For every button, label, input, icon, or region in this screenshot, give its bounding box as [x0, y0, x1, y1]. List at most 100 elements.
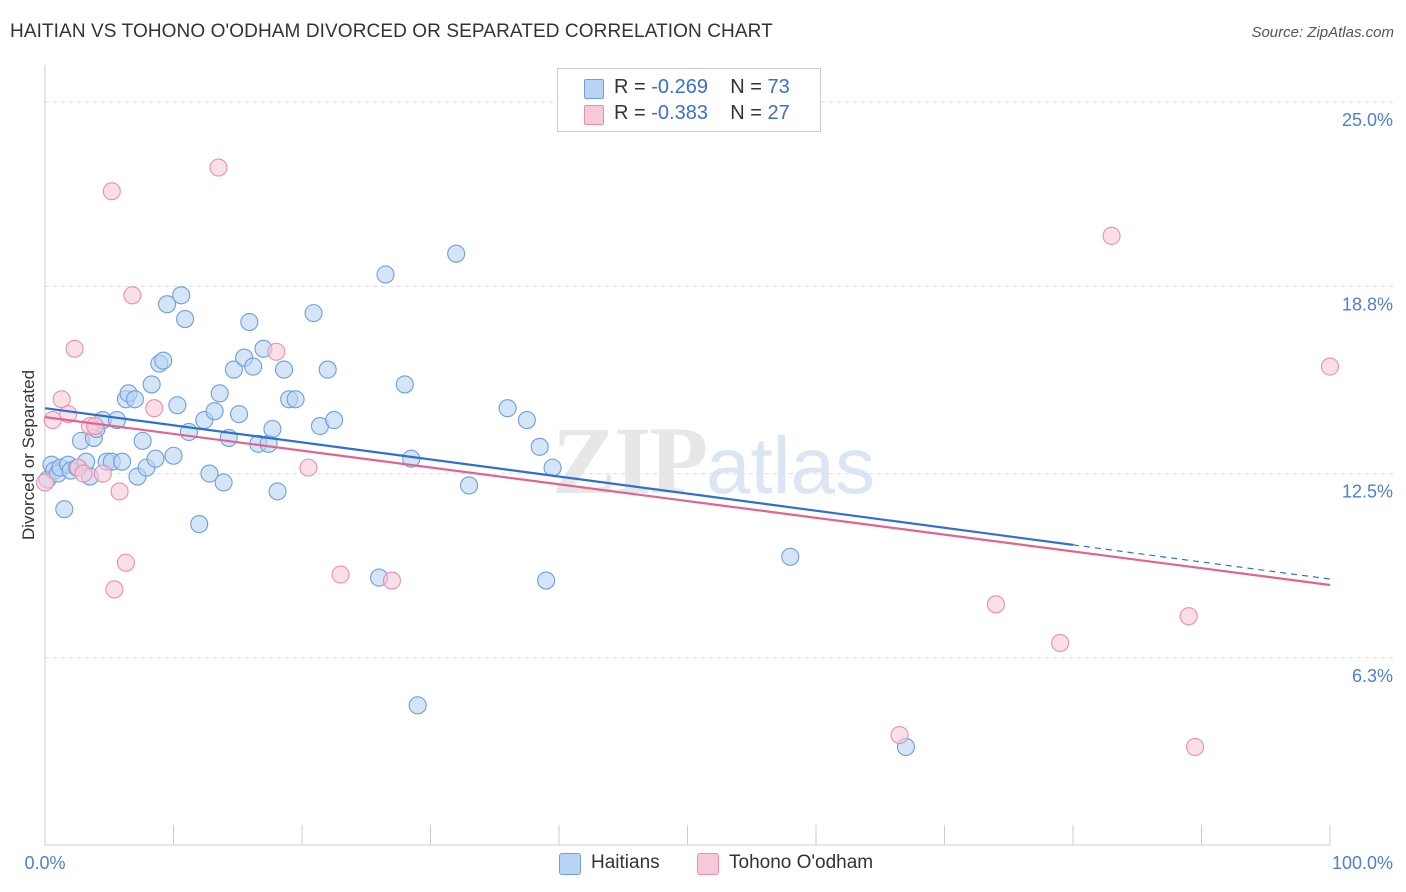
legend-r-value-tohono: -0.383 [651, 102, 708, 124]
data-point [209, 158, 228, 177]
grid-lines [45, 101, 1395, 659]
legend-swatch-tohono [584, 105, 604, 125]
haitians-trend-line [44, 407, 1074, 546]
data-point [190, 515, 209, 534]
legend-swatch-haitians [584, 79, 604, 99]
legend-n-value-haitians: 73 [767, 76, 790, 98]
trend-lines [44, 407, 1331, 587]
data-point [176, 310, 195, 329]
data-point [781, 547, 800, 566]
data-point [890, 726, 909, 745]
data-point [447, 244, 466, 263]
data-point [74, 464, 93, 483]
data-point [459, 476, 479, 495]
data-point [382, 571, 402, 590]
data-point [86, 416, 105, 436]
y-tick-label: 6.3% [1352, 666, 1393, 686]
series-swatch-tohono [697, 853, 719, 875]
data-point [229, 405, 249, 424]
legend-n-label: N = [730, 102, 768, 124]
data-point [164, 446, 183, 465]
data-point [133, 431, 152, 450]
data-point [318, 360, 337, 379]
watermark: ZIPatlas [552, 405, 875, 516]
data-point [210, 384, 229, 403]
data-point [376, 265, 395, 284]
data-point [145, 399, 164, 418]
data-point [158, 295, 177, 314]
data-point [205, 402, 224, 421]
chart-title: HAITIAN VS TOHONO O'ODHAM DIVORCED OR SE… [10, 21, 773, 42]
data-point [395, 375, 414, 394]
data-point [123, 286, 142, 305]
data-point [240, 312, 259, 332]
data-point [125, 390, 144, 409]
x-tick-label: 100.0% [1332, 853, 1393, 873]
data-point [286, 390, 305, 409]
correlation-legend: R = -0.269 N = 73 R = -0.383 N = 27 [557, 68, 821, 132]
data-point [105, 580, 124, 599]
tohono-points [35, 158, 1340, 756]
data-point [268, 482, 287, 501]
data-point [1051, 633, 1070, 652]
data-point [200, 464, 219, 483]
data-point [154, 351, 173, 370]
data-point [1186, 737, 1205, 756]
data-point [498, 399, 517, 418]
data-point [65, 339, 84, 358]
data-point [244, 357, 263, 376]
data-point [274, 360, 294, 379]
y-tick-label: 25.0% [1342, 110, 1393, 130]
data-point [142, 375, 161, 394]
data-point [107, 411, 127, 430]
series-label-tohono: Tohono O'odham [729, 852, 874, 873]
legend-r-value-haitians: -0.269 [651, 76, 708, 98]
data-point [113, 452, 132, 471]
data-point [116, 553, 136, 572]
data-point [304, 304, 323, 323]
axis-labels: 6.3% 12.5% 18.8% 25.0% 0.0% 100.0% Divorced or… [19, 110, 1393, 873]
tohono-trend-line [44, 416, 1331, 587]
data-point [263, 419, 282, 439]
legend-r-label: R = [614, 102, 652, 124]
data-point [267, 342, 286, 361]
data-point [543, 458, 562, 477]
axes [44, 65, 1331, 846]
data-point [214, 473, 233, 492]
y-tick-label: 18.8% [1342, 294, 1393, 314]
data-point [146, 449, 165, 468]
haitians-points [38, 244, 916, 756]
data-point [986, 595, 1005, 614]
y-tick-label: 12.5% [1342, 482, 1393, 502]
data-point [224, 360, 243, 379]
watermark-zip: ZIP [552, 407, 708, 514]
watermark-atlas: atlas [706, 421, 876, 510]
data-point [102, 182, 121, 201]
data-point [331, 565, 350, 584]
data-point [537, 571, 556, 590]
data-point [1320, 357, 1340, 376]
data-point [110, 482, 129, 501]
data-point [35, 473, 55, 492]
data-point [1102, 226, 1121, 245]
data-point [55, 500, 74, 519]
data-point [517, 411, 536, 430]
series-swatch-haitians [559, 853, 581, 875]
haitians-trend-extension [1072, 544, 1331, 580]
legend-n-label: N = [730, 76, 768, 98]
legend-r-label: R = [614, 76, 652, 98]
data-point [325, 411, 344, 430]
data-point [93, 464, 112, 483]
source-credit: Source: ZipAtlas.com [1251, 24, 1394, 41]
x-tick-label: 0.0% [24, 853, 65, 873]
data-point [43, 411, 62, 430]
data-point [530, 437, 549, 456]
data-point [168, 396, 187, 415]
data-point [172, 286, 191, 305]
legend-n-value-tohono: 27 [767, 102, 790, 124]
series-label-haitians: Haitians [591, 852, 660, 873]
data-point [299, 458, 318, 477]
data-point [408, 696, 427, 715]
data-point [1179, 607, 1198, 626]
